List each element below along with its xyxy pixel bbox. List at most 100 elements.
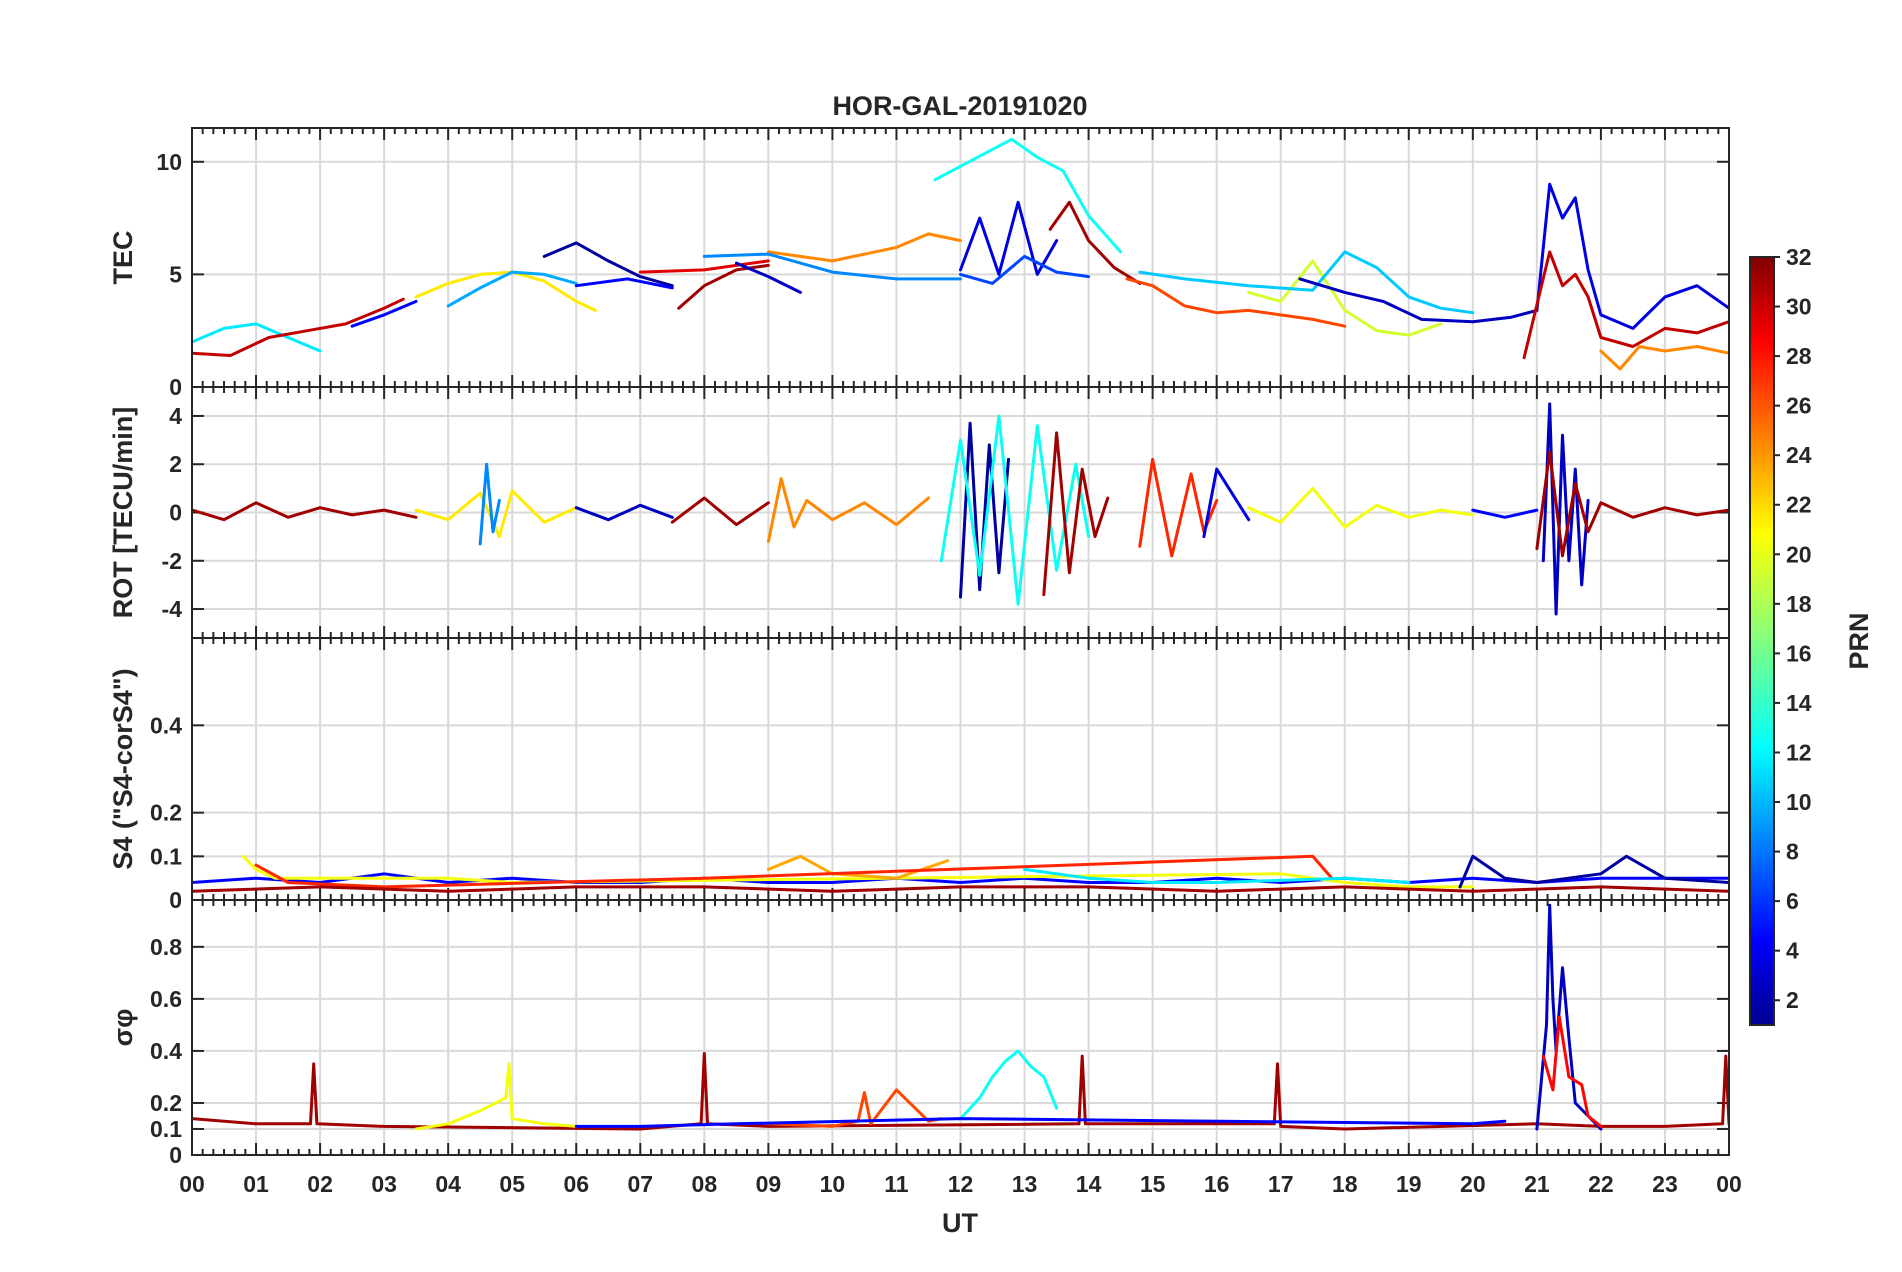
colorbar-tick-label: 32	[1786, 244, 1812, 270]
series-prn-24	[766, 232, 962, 263]
series-prn-12	[192, 322, 322, 353]
series-prn-2	[542, 241, 674, 288]
x-tick-label: 11	[884, 1171, 909, 1197]
chart-title: HOR-GAL-20191020	[832, 91, 1087, 121]
y-tick-label: 0.2	[150, 800, 182, 826]
x-tick-label: 23	[1652, 1171, 1678, 1197]
series-prn-2	[959, 421, 1010, 599]
colorbar-tick-label: 12	[1786, 739, 1812, 765]
series-prn-7	[959, 254, 1091, 285]
series-group	[192, 903, 1729, 1131]
series-prn-4	[959, 200, 1059, 276]
series-prn-13	[933, 137, 1123, 254]
series-prn-5	[192, 872, 1729, 884]
x-tick-label: 16	[1204, 1171, 1230, 1197]
x-tick-labels: 00 01 02 03 04 05 06 07 08 09 10 11 12 13 14 15 16 17 18 19…	[179, 1171, 1742, 1197]
series-prn-13	[939, 414, 1091, 606]
x-tick-label: 03	[371, 1171, 397, 1197]
colorbar-tick-label: 20	[1786, 541, 1812, 567]
series-prn-27	[1138, 457, 1219, 558]
series-prn-11	[1138, 250, 1475, 315]
colorbar-tick-label: 4	[1786, 938, 1799, 964]
y-axis-label-sigma_phi: σφ	[108, 1009, 138, 1047]
x-tick-label: 20	[1460, 1171, 1486, 1197]
y-tick-label: 0.2	[150, 1090, 182, 1116]
series-prn-31	[192, 501, 418, 522]
y-tick-label: 4	[169, 403, 182, 429]
y-tick-label: 5	[169, 261, 182, 287]
series-prn-26	[766, 1088, 943, 1128]
colorbar-tick-label: 10	[1786, 789, 1812, 815]
series-prn-24	[1599, 345, 1729, 371]
series-prn-30	[1522, 250, 1729, 360]
series-prn-24	[766, 477, 930, 543]
colorbar-tick-label: 2	[1786, 987, 1799, 1013]
series-prn-20	[1247, 486, 1475, 529]
y-tick-label: 0	[169, 500, 182, 526]
series-prn-3	[1535, 903, 1603, 1131]
x-tick-label: 19	[1396, 1171, 1422, 1197]
colorbar-tick-label: 26	[1786, 393, 1812, 419]
series-group	[192, 402, 1729, 616]
series-prn-3	[1298, 277, 1539, 324]
y-tick-label: 0	[169, 1142, 182, 1168]
y-axis-label-rot: ROT [TECU/min]	[108, 407, 138, 618]
series-prn-5	[574, 277, 674, 290]
series-group	[192, 854, 1729, 893]
x-tick-label: 10	[820, 1171, 846, 1197]
colorbar-tick-label: 28	[1786, 343, 1812, 369]
axes-box	[191, 899, 1730, 1156]
x-tick-label: 12	[948, 1171, 974, 1197]
colorbar-label: PRN	[1844, 612, 1874, 669]
colorbar-tick-label: 14	[1786, 690, 1812, 716]
x-tick-label: 00	[1716, 1171, 1742, 1197]
y-tick-label: 0.4	[150, 712, 182, 738]
x-tick-label: 08	[692, 1171, 718, 1197]
series-prn-31	[192, 1052, 1729, 1131]
colorbar-tick-label: 30	[1786, 294, 1812, 320]
series-prn-5	[574, 1117, 1507, 1128]
x-tick-label: 04	[435, 1171, 461, 1197]
series-prn-21	[414, 270, 597, 312]
colorbar-tick-label: 24	[1786, 442, 1812, 468]
x-axis-label: UT	[942, 1208, 978, 1238]
y-tick-label: 0.4	[150, 1038, 182, 1064]
y-tick-label: 0.8	[150, 934, 182, 960]
series-prn-29	[638, 259, 770, 274]
y-axis-label-s4: S4 ("S4-corS4")	[108, 668, 138, 869]
series-prn-31	[192, 885, 1729, 893]
series-prn-30	[192, 297, 405, 357]
x-tick-label: 15	[1140, 1171, 1166, 1197]
series-prn-3	[574, 503, 674, 522]
y-tick-label: 10	[156, 149, 182, 175]
series-prn-31	[670, 496, 770, 527]
y-tick-label: -4	[162, 596, 183, 622]
series-prn-3	[1541, 402, 1590, 616]
y-tick-label: 0	[169, 887, 182, 913]
series-prn-31	[677, 263, 770, 310]
series-prn-5	[1471, 508, 1539, 519]
y-tick-label: 0.1	[150, 1116, 182, 1142]
colorbar-tick-label: 18	[1786, 591, 1812, 617]
series-prn-10	[446, 270, 578, 308]
x-tick-label: 13	[1012, 1171, 1038, 1197]
panel-rot: -4 -2 0 2 4 ROT [TECU/min]	[108, 386, 1730, 639]
x-tick-label: 00	[179, 1171, 205, 1197]
panel-tec: 0 5 10 TEC	[108, 127, 1730, 400]
x-tick-label: 21	[1524, 1171, 1550, 1197]
x-tick-label: 05	[499, 1171, 525, 1197]
panel-s4: 0 0.1 0.2 0.4 S4 ("S4-corS4")	[108, 637, 1730, 913]
series-prn-28	[1541, 1015, 1603, 1128]
x-tick-label: 07	[627, 1171, 653, 1197]
series-prn-9	[702, 252, 962, 281]
series-prn-2	[1458, 854, 1729, 889]
y-tick-label: 0.1	[150, 843, 182, 869]
x-tick-label: 09	[756, 1171, 782, 1197]
x-tick-label: 01	[243, 1171, 269, 1197]
y-tick-label: 0	[169, 374, 182, 400]
series-group	[192, 137, 1729, 371]
colorbar-tick-label: 22	[1786, 492, 1812, 518]
colorbar-tick-label: 8	[1786, 839, 1799, 865]
x-tick-label: 22	[1588, 1171, 1614, 1197]
